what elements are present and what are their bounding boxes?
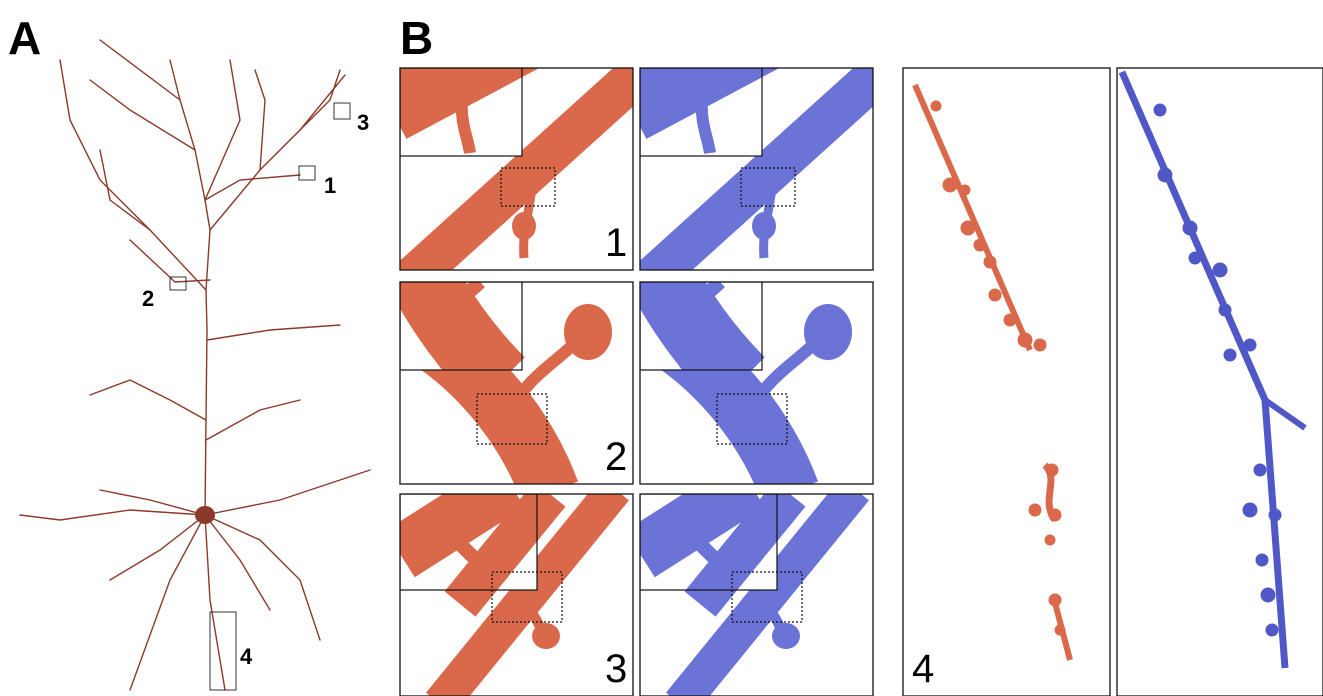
neuron — [20, 40, 370, 690]
region-label: 3 — [357, 110, 369, 135]
tall-render-red — [915, 85, 1070, 660]
panel-number: 4 — [912, 647, 934, 691]
render-grid — [390, 28, 890, 696]
region-boxes — [170, 103, 350, 690]
panel-label: B — [400, 12, 433, 64]
panel-number: 3 — [605, 647, 627, 691]
region-label: 2 — [142, 286, 154, 311]
tall-render-blue — [1122, 72, 1305, 668]
panel-number: 2 — [605, 435, 627, 479]
figure: A 1 2 3 4 B — [0, 0, 1323, 696]
panel-frame — [903, 68, 1110, 696]
region-label: 1 — [324, 173, 336, 198]
panel-label: A — [8, 12, 41, 64]
panel-number: 1 — [605, 221, 627, 265]
region-label: 4 — [240, 644, 253, 669]
panel-frame — [1117, 68, 1323, 696]
